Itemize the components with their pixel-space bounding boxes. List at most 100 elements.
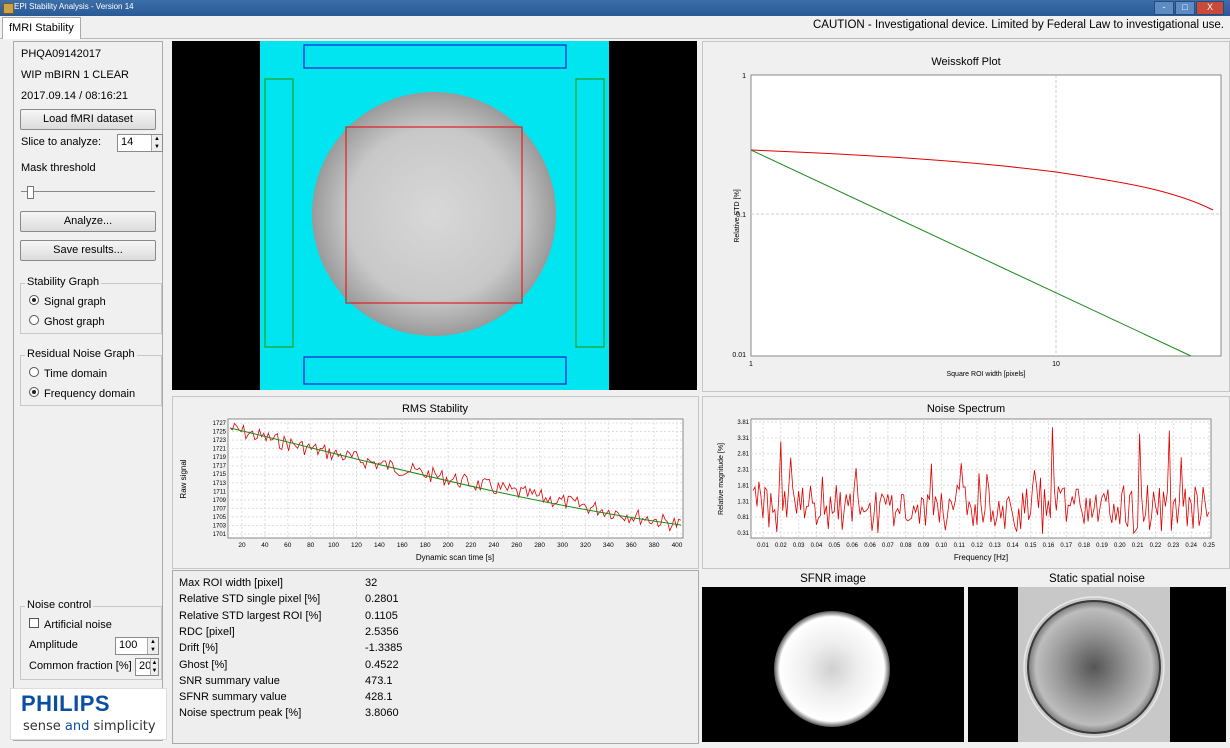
rms-ytick: 1703 [213,523,227,529]
stat-value: 0.2801 [365,593,399,606]
spinner-arrows-icon[interactable]: ▲ ▼ [151,135,162,151]
weisskoff-ytick: 1 [742,73,746,80]
artificial-noise-label: Artificial noise [44,619,112,631]
weisskoff-plot-area [750,74,1222,357]
slider-thumb[interactable] [27,186,35,199]
noise-spectrum-plot-area [750,418,1212,539]
rms-ytick: 1707 [213,506,227,512]
sfnr-image[interactable] [702,587,964,742]
noise-spectrum-xtick: 0.06 [846,543,858,549]
sfnr-image-svg [774,611,890,727]
weisskoff-plot: Weisskoff Plot 1 0.1 0.01 1 10 Square RO… [732,56,1222,378]
noise-spectrum-xtick: 0.03 [793,543,805,549]
noise-control-title: Noise control [25,599,94,611]
common-fraction-spinner[interactable]: 20 ▲ ▼ [135,658,159,676]
stat-value: -1.3385 [365,642,403,655]
spinner-arrows-icon[interactable]: ▲ ▼ [150,659,158,675]
residual-noise-title: Residual Noise Graph [25,348,137,360]
stat-value: 473.1 [365,674,393,687]
static-noise-image[interactable] [968,587,1226,742]
noise-spectrum-trace [752,427,1210,535]
noise-spectrum-xtick: 0.14 [1007,543,1019,549]
weisskoff-panel: Weisskoff Plot 1 0.1 0.01 1 10 Square RO… [702,41,1230,392]
noise-spectrum-panel: Noise Spectrum 3.81 3.31 2.81 2.31 1.81 1.31 0… [702,396,1230,569]
noise-spectrum-xtick: 0.11 [954,543,966,549]
window-title: EPI Stability Analysis - Version 14 [14,2,134,11]
minimize-button[interactable]: - [1154,1,1174,15]
sfnr-caption: SFNR image [800,573,866,585]
stat-label: RDC [pixel] [179,625,235,638]
noise-spectrum-ytick: 0.81 [737,515,749,521]
close-button[interactable]: X [1196,1,1224,15]
rms-title: RMS Stability [402,403,469,415]
ghost-roi-left [264,78,294,348]
rms-xtick: 20 [238,542,246,549]
maximize-button[interactable]: □ [1175,1,1195,15]
noise-spectrum-ytick: 2.81 [737,452,749,458]
slogan-part: simplicity [89,719,156,734]
rms-ylabel: Raw signal [179,459,188,498]
noise-spectrum-xtick: 0.21 [1132,543,1144,549]
static-noise-disk [1027,600,1161,734]
spinner-arrows-icon[interactable]: ▲ ▼ [147,638,158,654]
common-fraction-value: 20 [139,660,152,672]
noise-spectrum-plot: Noise Spectrum 3.81 3.31 2.81 2.31 1.81 1.31 0… [718,403,1215,562]
signal-roi [345,126,523,304]
noise-spectrum-xtick: 0.25 [1203,543,1215,549]
noise-spectrum-xlabel: Frequency [Hz] [954,553,1008,562]
stat-label: Relative STD single pixel [%] [179,593,321,606]
noise-control-group: Noise control Artificial noise Amplitude… [20,599,162,680]
save-results-button[interactable]: Save results... [20,240,156,261]
slice-spinner[interactable]: 14 ▲ ▼ [117,134,163,152]
weisskoff-title: Weisskoff Plot [931,56,1000,68]
rms-ytick: 1701 [213,532,227,538]
weisskoff-ylabel: Relative STD [%] [734,189,741,242]
analyze-button[interactable]: Analyze... [20,211,156,232]
stat-label: Max ROI width [pixel] [179,577,283,589]
rms-xtick: 280 [534,542,545,549]
rms-ytick: 1711 [213,489,227,495]
rms-ytick: 1725 [213,430,227,436]
frequency-domain-radio[interactable]: Frequency domain [29,387,135,400]
rms-xtick: 340 [603,542,614,549]
brand-slogan: sense and simplicity [23,719,156,734]
rms-ytick: 1719 [213,455,227,461]
stat-value: 428.1 [365,691,393,704]
noise-spectrum-ytick: 2.31 [737,468,749,474]
amplitude-label: Amplitude [29,639,78,651]
noise-spectrum-ytick: 1.81 [737,483,749,489]
noise-spectrum-xtick: 0.16 [1043,543,1055,549]
amplitude-spinner[interactable]: 100 ▲ ▼ [115,637,159,655]
load-dataset-button[interactable]: Load fMRI dataset [20,109,156,130]
rms-plot-area [227,418,684,539]
stability-graph-group: Stability Graph Signal graph Ghost graph [20,276,162,334]
sfnr-disk [774,611,890,727]
ghost-graph-radio[interactable]: Ghost graph [29,315,105,328]
raw-signal-trace [229,422,682,532]
mask-threshold-slider[interactable] [21,186,155,199]
tab-fmri-stability[interactable]: fMRI Stability [2,17,81,39]
noise-spectrum-xtick: 0.01 [757,543,769,549]
artificial-noise-checkbox[interactable]: Artificial noise [29,618,112,631]
time-domain-radio[interactable]: Time domain [29,367,107,380]
rms-ytick: 1721 [213,447,227,453]
ghost-roi-bottom [303,356,567,385]
noise-spectrum-xtick: 0.04 [811,543,823,549]
stat-label: Noise spectrum peak [%] [179,707,302,720]
noise-spectrum-xtick: 0.08 [900,543,912,549]
signal-graph-label: Signal graph [44,296,106,308]
caution-text: CAUTION - Investigational device. Limite… [812,19,1224,31]
philips-logo: PHILIPS sense and simplicity [10,688,167,740]
stat-value: 0.4522 [365,658,399,671]
rms-xtick: 260 [511,542,522,549]
sequence-name: WIP mBIRN 1 CLEAR [21,69,129,81]
signal-graph-radio[interactable]: Signal graph [29,295,106,308]
weisskoff-ytick: 0.01 [732,352,746,359]
noise-spectrum-xtick: 0.02 [775,543,787,549]
theoretical-std-line [750,149,1192,357]
noise-spectrum-xtick: 0.10 [936,543,948,549]
noise-spectrum-ytick: 0.31 [737,531,749,537]
ghost-roi-right [575,78,605,348]
phantom-image-panel[interactable] [172,41,697,390]
rms-xtick: 160 [397,542,408,549]
